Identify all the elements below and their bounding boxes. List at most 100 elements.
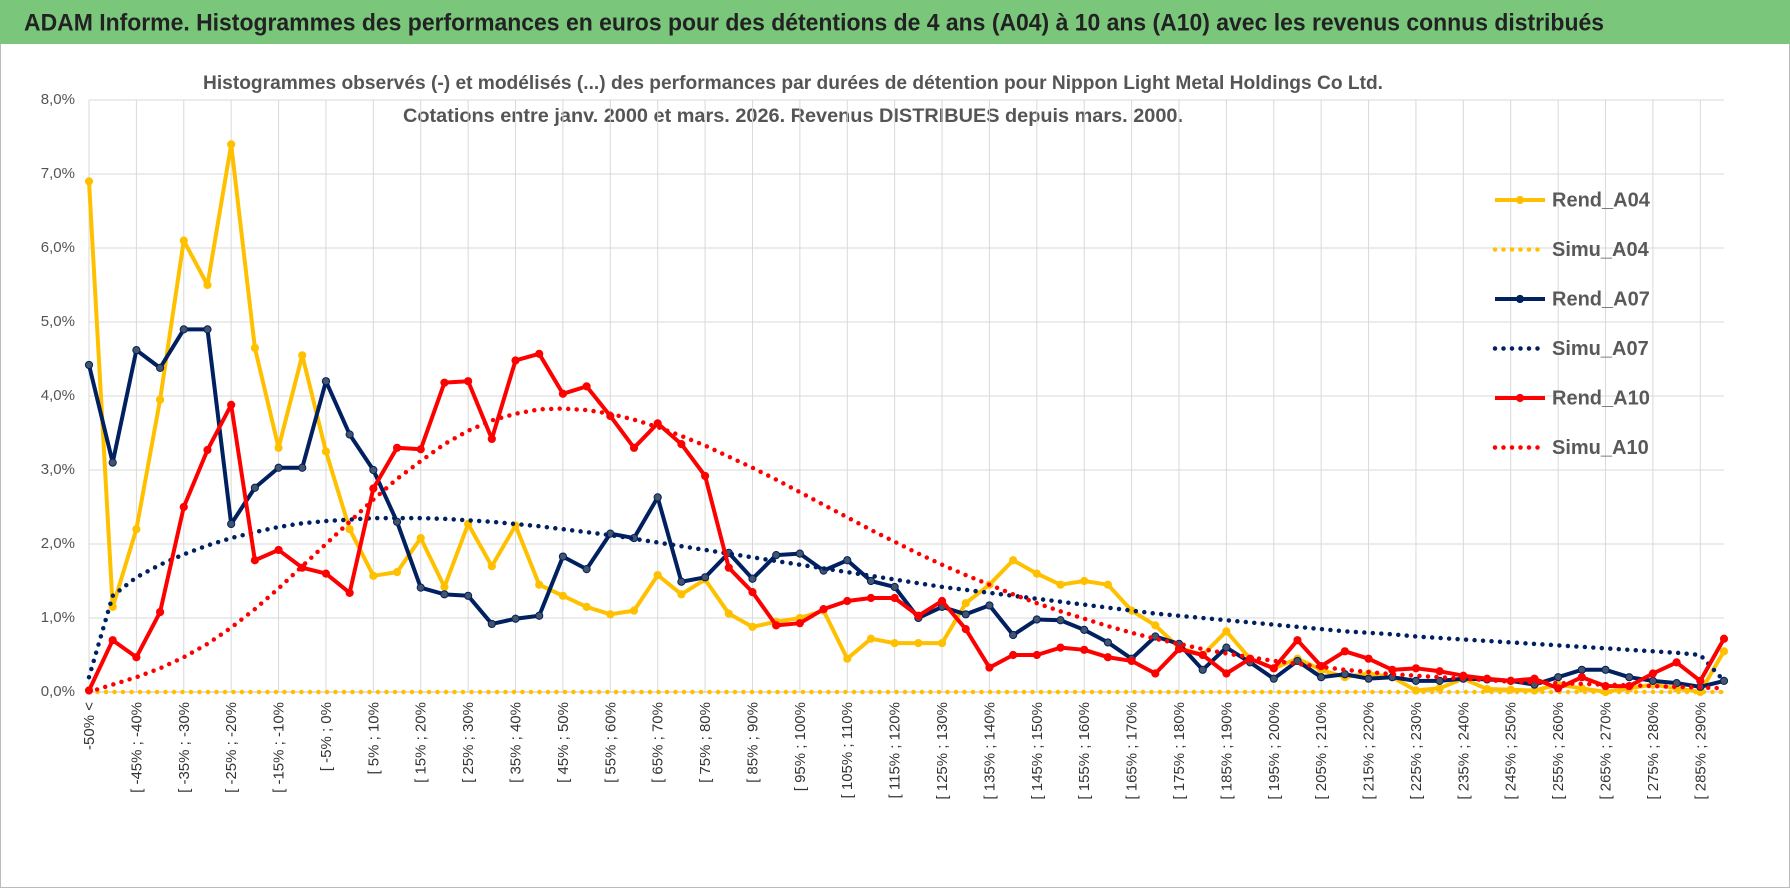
data-point bbox=[629, 443, 639, 452]
legend-label: Simu_A10 bbox=[1552, 437, 1649, 459]
data-point bbox=[772, 621, 781, 630]
data-point bbox=[132, 653, 141, 662]
data-point bbox=[1648, 676, 1658, 686]
data-point bbox=[1198, 665, 1207, 674]
x-tick-label: [ 245% ; 250% bbox=[1503, 702, 1520, 800]
x-tick-label: [ 95% ; 100% bbox=[792, 702, 809, 791]
data-point bbox=[298, 463, 307, 472]
x-tick-label: [ 195% ; 200% bbox=[1266, 702, 1283, 800]
x-tick-label: [ 55% ; 60% bbox=[602, 702, 619, 783]
data-point bbox=[677, 440, 686, 449]
data-point bbox=[890, 593, 899, 603]
data-point bbox=[1056, 580, 1065, 589]
y-tick-label: 7,0% bbox=[41, 165, 75, 182]
data-point bbox=[724, 609, 733, 618]
data-point bbox=[1009, 556, 1018, 565]
x-tick-label: [ 35% ; 40% bbox=[507, 702, 524, 783]
series-line bbox=[87, 142, 1726, 694]
data-point bbox=[1080, 625, 1089, 634]
data-point bbox=[511, 356, 520, 365]
x-tick-label: [ 45% ; 50% bbox=[555, 702, 572, 783]
data-point bbox=[440, 378, 449, 387]
data-point bbox=[250, 343, 259, 352]
y-tick-label: 1,0% bbox=[41, 609, 75, 626]
data-point bbox=[274, 545, 283, 555]
x-tick-label: [ 205% ; 210% bbox=[1313, 702, 1330, 800]
data-point bbox=[227, 140, 236, 149]
data-point bbox=[1080, 645, 1089, 654]
x-tick-label: -50% < bbox=[81, 702, 98, 750]
data-point bbox=[1103, 638, 1113, 647]
y-tick-label: 0,0% bbox=[41, 683, 75, 700]
data-point bbox=[1127, 656, 1136, 666]
data-point bbox=[1198, 650, 1207, 660]
data-point bbox=[1009, 650, 1018, 660]
y-tick-label: 4,0% bbox=[41, 387, 75, 404]
data-point bbox=[985, 663, 994, 672]
data-point bbox=[1269, 664, 1278, 673]
series-line bbox=[86, 406, 1727, 695]
data-point bbox=[321, 377, 331, 386]
data-point bbox=[985, 601, 994, 610]
data-point bbox=[1174, 644, 1184, 654]
x-tick-label: [ -45% ; -40% bbox=[128, 702, 145, 793]
data-point bbox=[843, 556, 852, 565]
data-point bbox=[1293, 656, 1302, 666]
data-point bbox=[1648, 669, 1658, 678]
legend-label: Rend_A07 bbox=[1552, 288, 1650, 310]
data-point bbox=[1411, 676, 1421, 686]
data-point bbox=[108, 636, 117, 645]
x-tick-label: [ 165% ; 170% bbox=[1124, 702, 1141, 800]
data-point bbox=[866, 634, 876, 643]
data-point bbox=[345, 430, 354, 439]
data-point bbox=[914, 639, 923, 648]
x-tick-label: [ 185% ; 190% bbox=[1218, 702, 1235, 800]
data-point bbox=[1032, 615, 1041, 624]
legend-label: Simu_A07 bbox=[1552, 338, 1649, 360]
data-point bbox=[203, 280, 212, 290]
data-point bbox=[558, 552, 568, 561]
data-point bbox=[179, 502, 188, 512]
x-tick-label: [ 235% ; 240% bbox=[1455, 702, 1472, 800]
data-point bbox=[1364, 654, 1373, 663]
data-point bbox=[1435, 667, 1444, 676]
data-point bbox=[250, 556, 259, 565]
y-tick-label: 3,0% bbox=[41, 461, 75, 478]
data-point bbox=[1222, 627, 1231, 636]
data-point bbox=[203, 445, 212, 455]
data-point bbox=[1554, 673, 1563, 682]
series-line bbox=[87, 327, 1725, 689]
x-tick-label: [ -35% ; -30% bbox=[176, 702, 193, 793]
x-tick-label: [ 135% ; 140% bbox=[981, 702, 998, 800]
data-point bbox=[416, 445, 425, 454]
x-tick-label: [ 25% ; 30% bbox=[460, 702, 477, 783]
data-point bbox=[321, 569, 331, 578]
data-point bbox=[440, 590, 449, 599]
data-point bbox=[1719, 647, 1729, 656]
data-point bbox=[487, 562, 496, 571]
data-point bbox=[250, 483, 259, 492]
data-point bbox=[369, 465, 378, 475]
data-point bbox=[795, 549, 804, 558]
data-point bbox=[890, 582, 899, 592]
data-point bbox=[582, 382, 591, 391]
data-point bbox=[961, 599, 970, 608]
data-point bbox=[724, 563, 733, 572]
data-point bbox=[1151, 669, 1160, 678]
data-point bbox=[369, 484, 378, 493]
y-tick-label: 8,0% bbox=[41, 91, 75, 108]
data-point bbox=[890, 639, 899, 648]
legend-label: Simu_A04 bbox=[1552, 239, 1650, 261]
data-point bbox=[629, 606, 639, 615]
data-point bbox=[1696, 676, 1705, 686]
data-point bbox=[440, 582, 449, 592]
data-point bbox=[464, 377, 473, 386]
data-point bbox=[582, 602, 591, 612]
data-point bbox=[1601, 665, 1610, 674]
data-point bbox=[1032, 650, 1041, 660]
data-point bbox=[179, 325, 188, 334]
data-point bbox=[1009, 630, 1018, 640]
y-tick-label: 2,0% bbox=[41, 535, 75, 552]
data-point bbox=[155, 363, 165, 372]
